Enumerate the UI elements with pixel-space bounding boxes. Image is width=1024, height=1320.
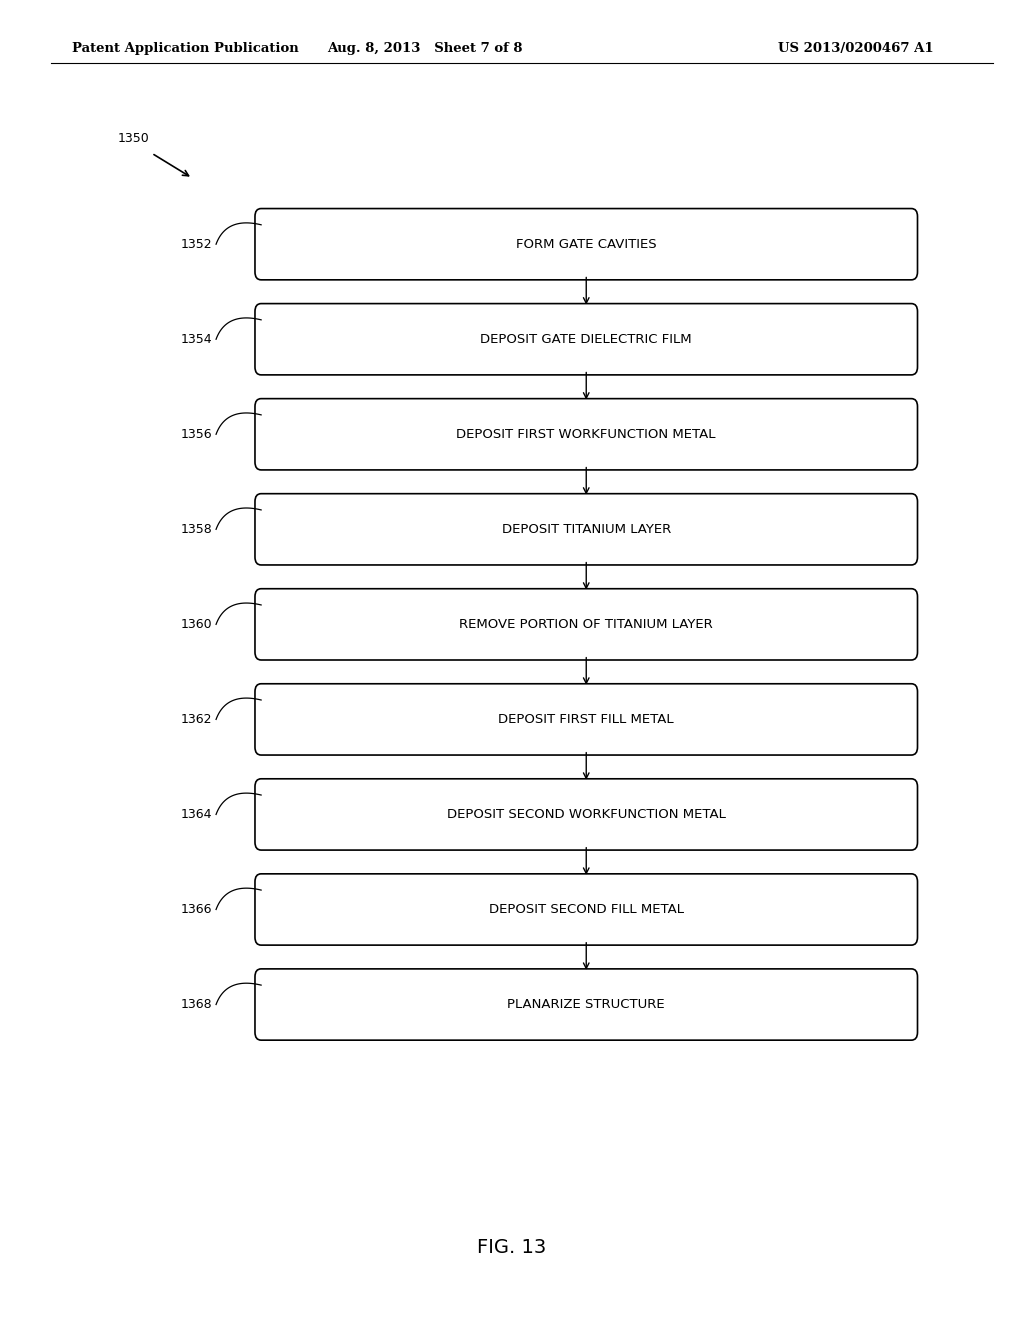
FancyBboxPatch shape bbox=[255, 589, 918, 660]
FancyBboxPatch shape bbox=[255, 304, 918, 375]
FancyBboxPatch shape bbox=[255, 399, 918, 470]
Text: 1366: 1366 bbox=[180, 903, 212, 916]
Text: PLANARIZE STRUCTURE: PLANARIZE STRUCTURE bbox=[508, 998, 665, 1011]
Text: 1358: 1358 bbox=[180, 523, 212, 536]
Text: 1362: 1362 bbox=[180, 713, 212, 726]
FancyBboxPatch shape bbox=[255, 684, 918, 755]
Text: Patent Application Publication: Patent Application Publication bbox=[72, 42, 298, 55]
Text: 1360: 1360 bbox=[180, 618, 212, 631]
Text: FIG. 13: FIG. 13 bbox=[477, 1238, 547, 1257]
Text: 1368: 1368 bbox=[180, 998, 212, 1011]
FancyBboxPatch shape bbox=[255, 874, 918, 945]
FancyBboxPatch shape bbox=[255, 494, 918, 565]
Text: DEPOSIT FIRST WORKFUNCTION METAL: DEPOSIT FIRST WORKFUNCTION METAL bbox=[457, 428, 716, 441]
Text: 1356: 1356 bbox=[180, 428, 212, 441]
Text: Aug. 8, 2013   Sheet 7 of 8: Aug. 8, 2013 Sheet 7 of 8 bbox=[328, 42, 522, 55]
Text: FORM GATE CAVITIES: FORM GATE CAVITIES bbox=[516, 238, 656, 251]
Text: US 2013/0200467 A1: US 2013/0200467 A1 bbox=[778, 42, 934, 55]
Text: DEPOSIT SECOND WORKFUNCTION METAL: DEPOSIT SECOND WORKFUNCTION METAL bbox=[446, 808, 726, 821]
Text: REMOVE PORTION OF TITANIUM LAYER: REMOVE PORTION OF TITANIUM LAYER bbox=[460, 618, 713, 631]
Text: 1350: 1350 bbox=[118, 132, 150, 145]
Text: DEPOSIT SECOND FILL METAL: DEPOSIT SECOND FILL METAL bbox=[488, 903, 684, 916]
Text: DEPOSIT FIRST FILL METAL: DEPOSIT FIRST FILL METAL bbox=[499, 713, 674, 726]
Text: 1354: 1354 bbox=[180, 333, 212, 346]
Text: 1352: 1352 bbox=[180, 238, 212, 251]
Text: DEPOSIT GATE DIELECTRIC FILM: DEPOSIT GATE DIELECTRIC FILM bbox=[480, 333, 692, 346]
Text: DEPOSIT TITANIUM LAYER: DEPOSIT TITANIUM LAYER bbox=[502, 523, 671, 536]
FancyBboxPatch shape bbox=[255, 209, 918, 280]
FancyBboxPatch shape bbox=[255, 969, 918, 1040]
Text: 1364: 1364 bbox=[180, 808, 212, 821]
FancyBboxPatch shape bbox=[255, 779, 918, 850]
